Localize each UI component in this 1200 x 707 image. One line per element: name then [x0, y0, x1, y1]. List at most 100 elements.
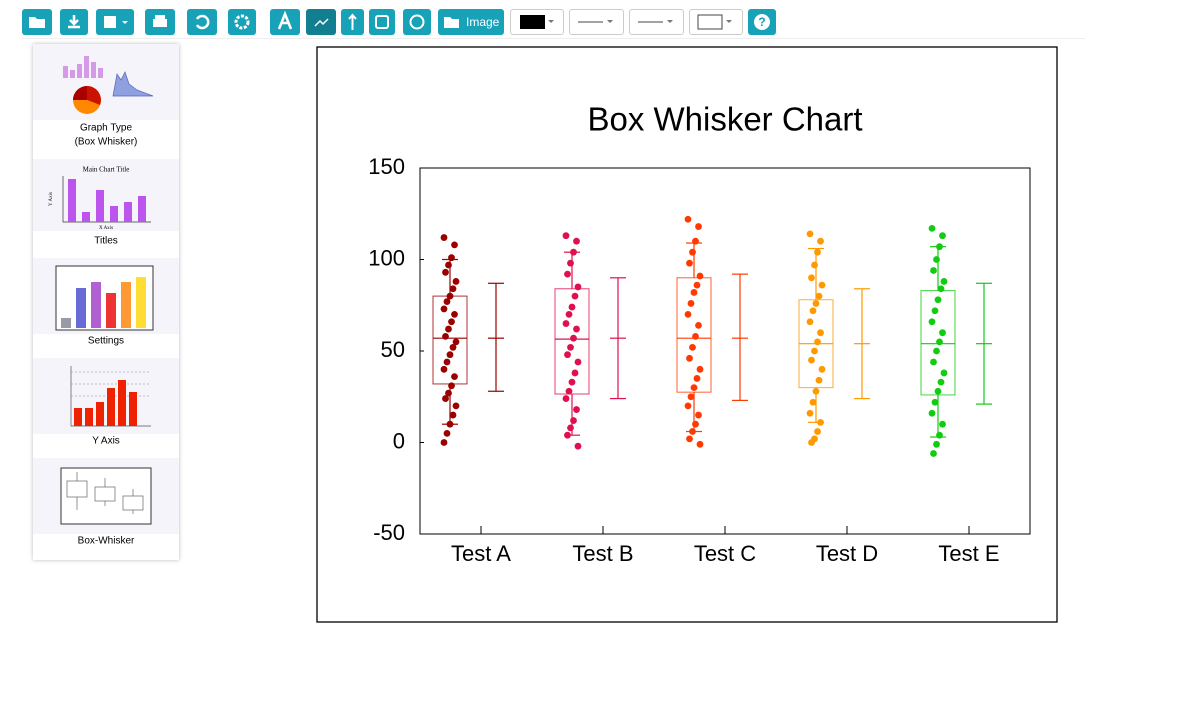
data-point [567, 259, 574, 267]
data-point [443, 298, 451, 305]
data-point [806, 409, 814, 417]
data-point [571, 292, 579, 300]
data-point [693, 375, 701, 382]
text-button[interactable] [270, 9, 300, 35]
data-point [928, 318, 936, 326]
data-point [440, 234, 448, 241]
color-select[interactable] [510, 9, 564, 35]
data-point [452, 338, 460, 346]
undo-button[interactable] [187, 9, 217, 35]
sidebar-label: Settings [88, 336, 124, 347]
data-point [442, 268, 449, 276]
data-point [696, 365, 704, 373]
data-point [565, 311, 573, 318]
box [798, 299, 834, 389]
print-button[interactable] [145, 9, 175, 35]
data-point [934, 296, 942, 304]
data-point [815, 376, 823, 384]
data-point [808, 356, 815, 364]
x-tick-label: Test C [694, 541, 756, 566]
sidebar-label: Titles [94, 236, 118, 247]
data-point [562, 320, 570, 327]
thumb-title: Main Chart Title [83, 166, 130, 174]
data-point [937, 285, 945, 293]
download-button[interactable] [60, 9, 88, 35]
data-point [696, 440, 704, 448]
y-tick-label: 0 [393, 428, 405, 453]
data-point [695, 223, 702, 230]
data-point [812, 387, 820, 395]
data-point [564, 431, 571, 439]
line-button[interactable] [306, 9, 336, 35]
line-width-select[interactable] [629, 9, 684, 35]
data-point [564, 270, 571, 278]
data-point [684, 402, 692, 410]
box [920, 290, 956, 396]
data-point [940, 369, 948, 377]
sidebar-svg: Graph Type (Box Whisker) Main Chart Titl… [33, 44, 179, 547]
sidebar-label: Graph Type [80, 123, 133, 134]
data-point [445, 325, 452, 333]
circle-button[interactable] [403, 9, 431, 35]
help-button[interactable]: ? [748, 9, 776, 35]
data-point [815, 292, 823, 300]
data-point [574, 283, 582, 291]
data-point [811, 347, 818, 355]
x-tick-label: Test D [816, 541, 878, 566]
data-point [448, 318, 455, 326]
data-point [442, 395, 449, 402]
data-point [818, 365, 826, 373]
data-point [451, 311, 458, 318]
image-button[interactable]: Image [438, 9, 504, 35]
data-point [690, 289, 698, 296]
data-point [449, 411, 457, 419]
line-style-select[interactable] [569, 9, 624, 35]
data-point [690, 384, 698, 391]
y-tick-label: -50 [373, 520, 405, 545]
data-point [809, 307, 817, 315]
data-point [443, 429, 451, 437]
data-point [814, 428, 821, 435]
rect-button[interactable] [369, 9, 395, 35]
export-image-button[interactable] [96, 9, 134, 35]
data-point [573, 237, 580, 245]
data-point [808, 439, 815, 446]
open-button[interactable] [22, 9, 52, 35]
data-point [806, 318, 814, 326]
fill-select[interactable] [689, 9, 743, 35]
data-point [686, 259, 693, 267]
data-point [448, 254, 455, 262]
data-point [452, 402, 460, 410]
data-point [936, 338, 943, 346]
settings-button[interactable] [228, 9, 256, 35]
data-point [695, 321, 702, 329]
data-point [689, 428, 696, 435]
data-point [696, 272, 704, 280]
data-point [933, 440, 940, 448]
sidebar-label: Box-Whisker [78, 536, 135, 547]
arrow-button[interactable] [341, 9, 364, 35]
data-point [445, 261, 452, 269]
data-point [689, 248, 696, 256]
data-point [445, 389, 452, 397]
data-point [936, 243, 943, 251]
svg-text:?: ? [758, 15, 765, 29]
data-point [565, 387, 573, 395]
y-tick-label: 100 [368, 245, 405, 270]
data-point [449, 343, 457, 351]
data-point [817, 329, 824, 337]
data-point [811, 261, 818, 269]
data-point [937, 378, 945, 386]
data-point [931, 398, 939, 406]
data-point [440, 305, 448, 313]
data-point [814, 338, 821, 346]
data-point [443, 358, 451, 366]
data-point [930, 267, 937, 274]
y-tick-label: 50 [381, 337, 405, 362]
data-point [686, 354, 693, 362]
box [554, 288, 590, 395]
data-point [684, 311, 692, 318]
data-point [449, 285, 457, 293]
data-point [451, 241, 458, 249]
